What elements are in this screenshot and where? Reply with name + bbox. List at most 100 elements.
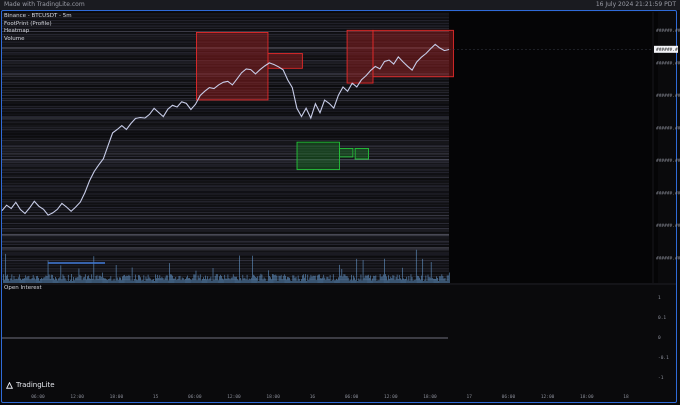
volume-bar xyxy=(214,275,216,283)
volume-bar xyxy=(146,278,148,283)
volume-bar xyxy=(364,275,366,283)
layer-heatmap[interactable]: Heatmap xyxy=(4,28,30,34)
volume-bar xyxy=(358,278,360,283)
volume-bar xyxy=(286,279,287,283)
volume-bar xyxy=(215,274,217,283)
volume-bar xyxy=(390,276,392,283)
volume-bar xyxy=(355,280,356,283)
volume-bar xyxy=(385,274,386,283)
oi-tick-label: -0.1 xyxy=(658,355,669,361)
volume-bar xyxy=(415,249,417,283)
volume-bar xyxy=(8,278,10,283)
price-tick-label: ######.## xyxy=(656,28,680,34)
volume-bar xyxy=(371,280,372,283)
volume-bar xyxy=(242,274,244,283)
volume-bar xyxy=(352,280,353,283)
volume-bar xyxy=(409,280,411,283)
volume-bar xyxy=(431,277,433,283)
volume-bar xyxy=(56,278,57,283)
time-tick-label: 06:00 xyxy=(345,394,359,400)
time-tick-label: 18:00 xyxy=(110,394,124,400)
time-tick-label: 18 xyxy=(623,394,629,400)
volume-bar xyxy=(106,279,107,283)
volume-bar xyxy=(258,280,260,283)
volume-bar xyxy=(254,275,255,283)
volume-bar xyxy=(401,279,402,283)
volume-bar xyxy=(134,274,136,283)
buy-zone xyxy=(339,148,354,158)
volume-bar xyxy=(249,279,251,283)
open-interest-title[interactable]: Open Interest xyxy=(4,285,42,291)
oi-tick-label: 0.1 xyxy=(658,315,666,321)
volume-bar xyxy=(282,275,284,283)
volume-bar xyxy=(417,275,418,283)
volume-bar xyxy=(277,280,279,283)
volume-bar xyxy=(108,279,110,283)
volume-bar xyxy=(213,279,215,283)
volume-bar xyxy=(397,279,399,283)
volume-bar xyxy=(5,253,6,283)
volume-bar xyxy=(44,277,46,283)
volume-bar xyxy=(18,274,20,283)
volume-bar xyxy=(67,274,69,283)
volume-bar xyxy=(232,274,234,283)
volume-bar xyxy=(20,278,21,283)
volume-bar xyxy=(322,277,323,283)
volume-bar xyxy=(252,255,253,283)
volume-bar xyxy=(174,278,176,283)
volume-bar xyxy=(259,275,261,283)
volume-bar xyxy=(39,280,40,283)
volume-bar xyxy=(188,278,189,283)
volume-bar xyxy=(438,280,439,283)
volume-bar xyxy=(246,274,248,283)
volume-bar xyxy=(184,278,186,283)
volume-bar xyxy=(359,279,361,283)
volume-bar xyxy=(362,260,364,283)
volume-bar xyxy=(440,276,442,283)
volume-bar xyxy=(45,275,47,283)
volume-bar xyxy=(103,277,104,283)
volume-bar xyxy=(291,280,293,283)
volume-bar xyxy=(243,278,245,283)
volume-bar xyxy=(202,278,203,283)
volume-bar xyxy=(79,274,81,283)
symbol-label[interactable]: Binance - BTCUSDT - 5m xyxy=(4,13,72,19)
volume-bar xyxy=(111,280,113,283)
volume-bar xyxy=(12,279,14,283)
layer-footprint[interactable]: FootPrint (Profile) xyxy=(4,20,52,27)
volume-bar xyxy=(407,280,409,283)
volume-bar xyxy=(239,255,240,283)
volume-bar xyxy=(68,280,70,283)
volume-bar xyxy=(196,280,198,283)
volume-bar xyxy=(21,279,22,283)
volume-bar xyxy=(421,275,422,283)
volume-bar xyxy=(294,277,296,283)
volume-bar xyxy=(309,277,311,283)
volume-bar xyxy=(228,278,230,283)
volume-bar xyxy=(329,275,331,283)
volume-bar xyxy=(404,279,405,283)
volume-bar xyxy=(315,280,317,283)
volume-bar xyxy=(406,276,408,283)
volume-bar xyxy=(4,279,5,283)
layer-volume[interactable]: Volume xyxy=(4,35,25,42)
volume-bar xyxy=(124,274,126,283)
volume-bar xyxy=(424,279,426,283)
volume-bar xyxy=(305,274,306,283)
time-tick-label: 18:00 xyxy=(266,394,280,400)
volume-bar xyxy=(262,279,264,283)
volume-bar xyxy=(382,274,384,283)
volume-bar xyxy=(204,279,205,283)
volume-bar xyxy=(9,280,11,283)
volume-bar xyxy=(195,270,197,283)
volume-bar xyxy=(403,278,404,283)
volume-bar xyxy=(236,276,237,283)
volume-bar xyxy=(248,278,250,283)
volume-bar xyxy=(245,279,247,283)
volume-bar xyxy=(99,275,101,283)
volume-bar xyxy=(220,274,221,283)
tradinglite-logo-icon xyxy=(6,381,13,389)
volume-bar xyxy=(107,279,108,283)
brand-logo: TradingLite xyxy=(6,381,55,389)
